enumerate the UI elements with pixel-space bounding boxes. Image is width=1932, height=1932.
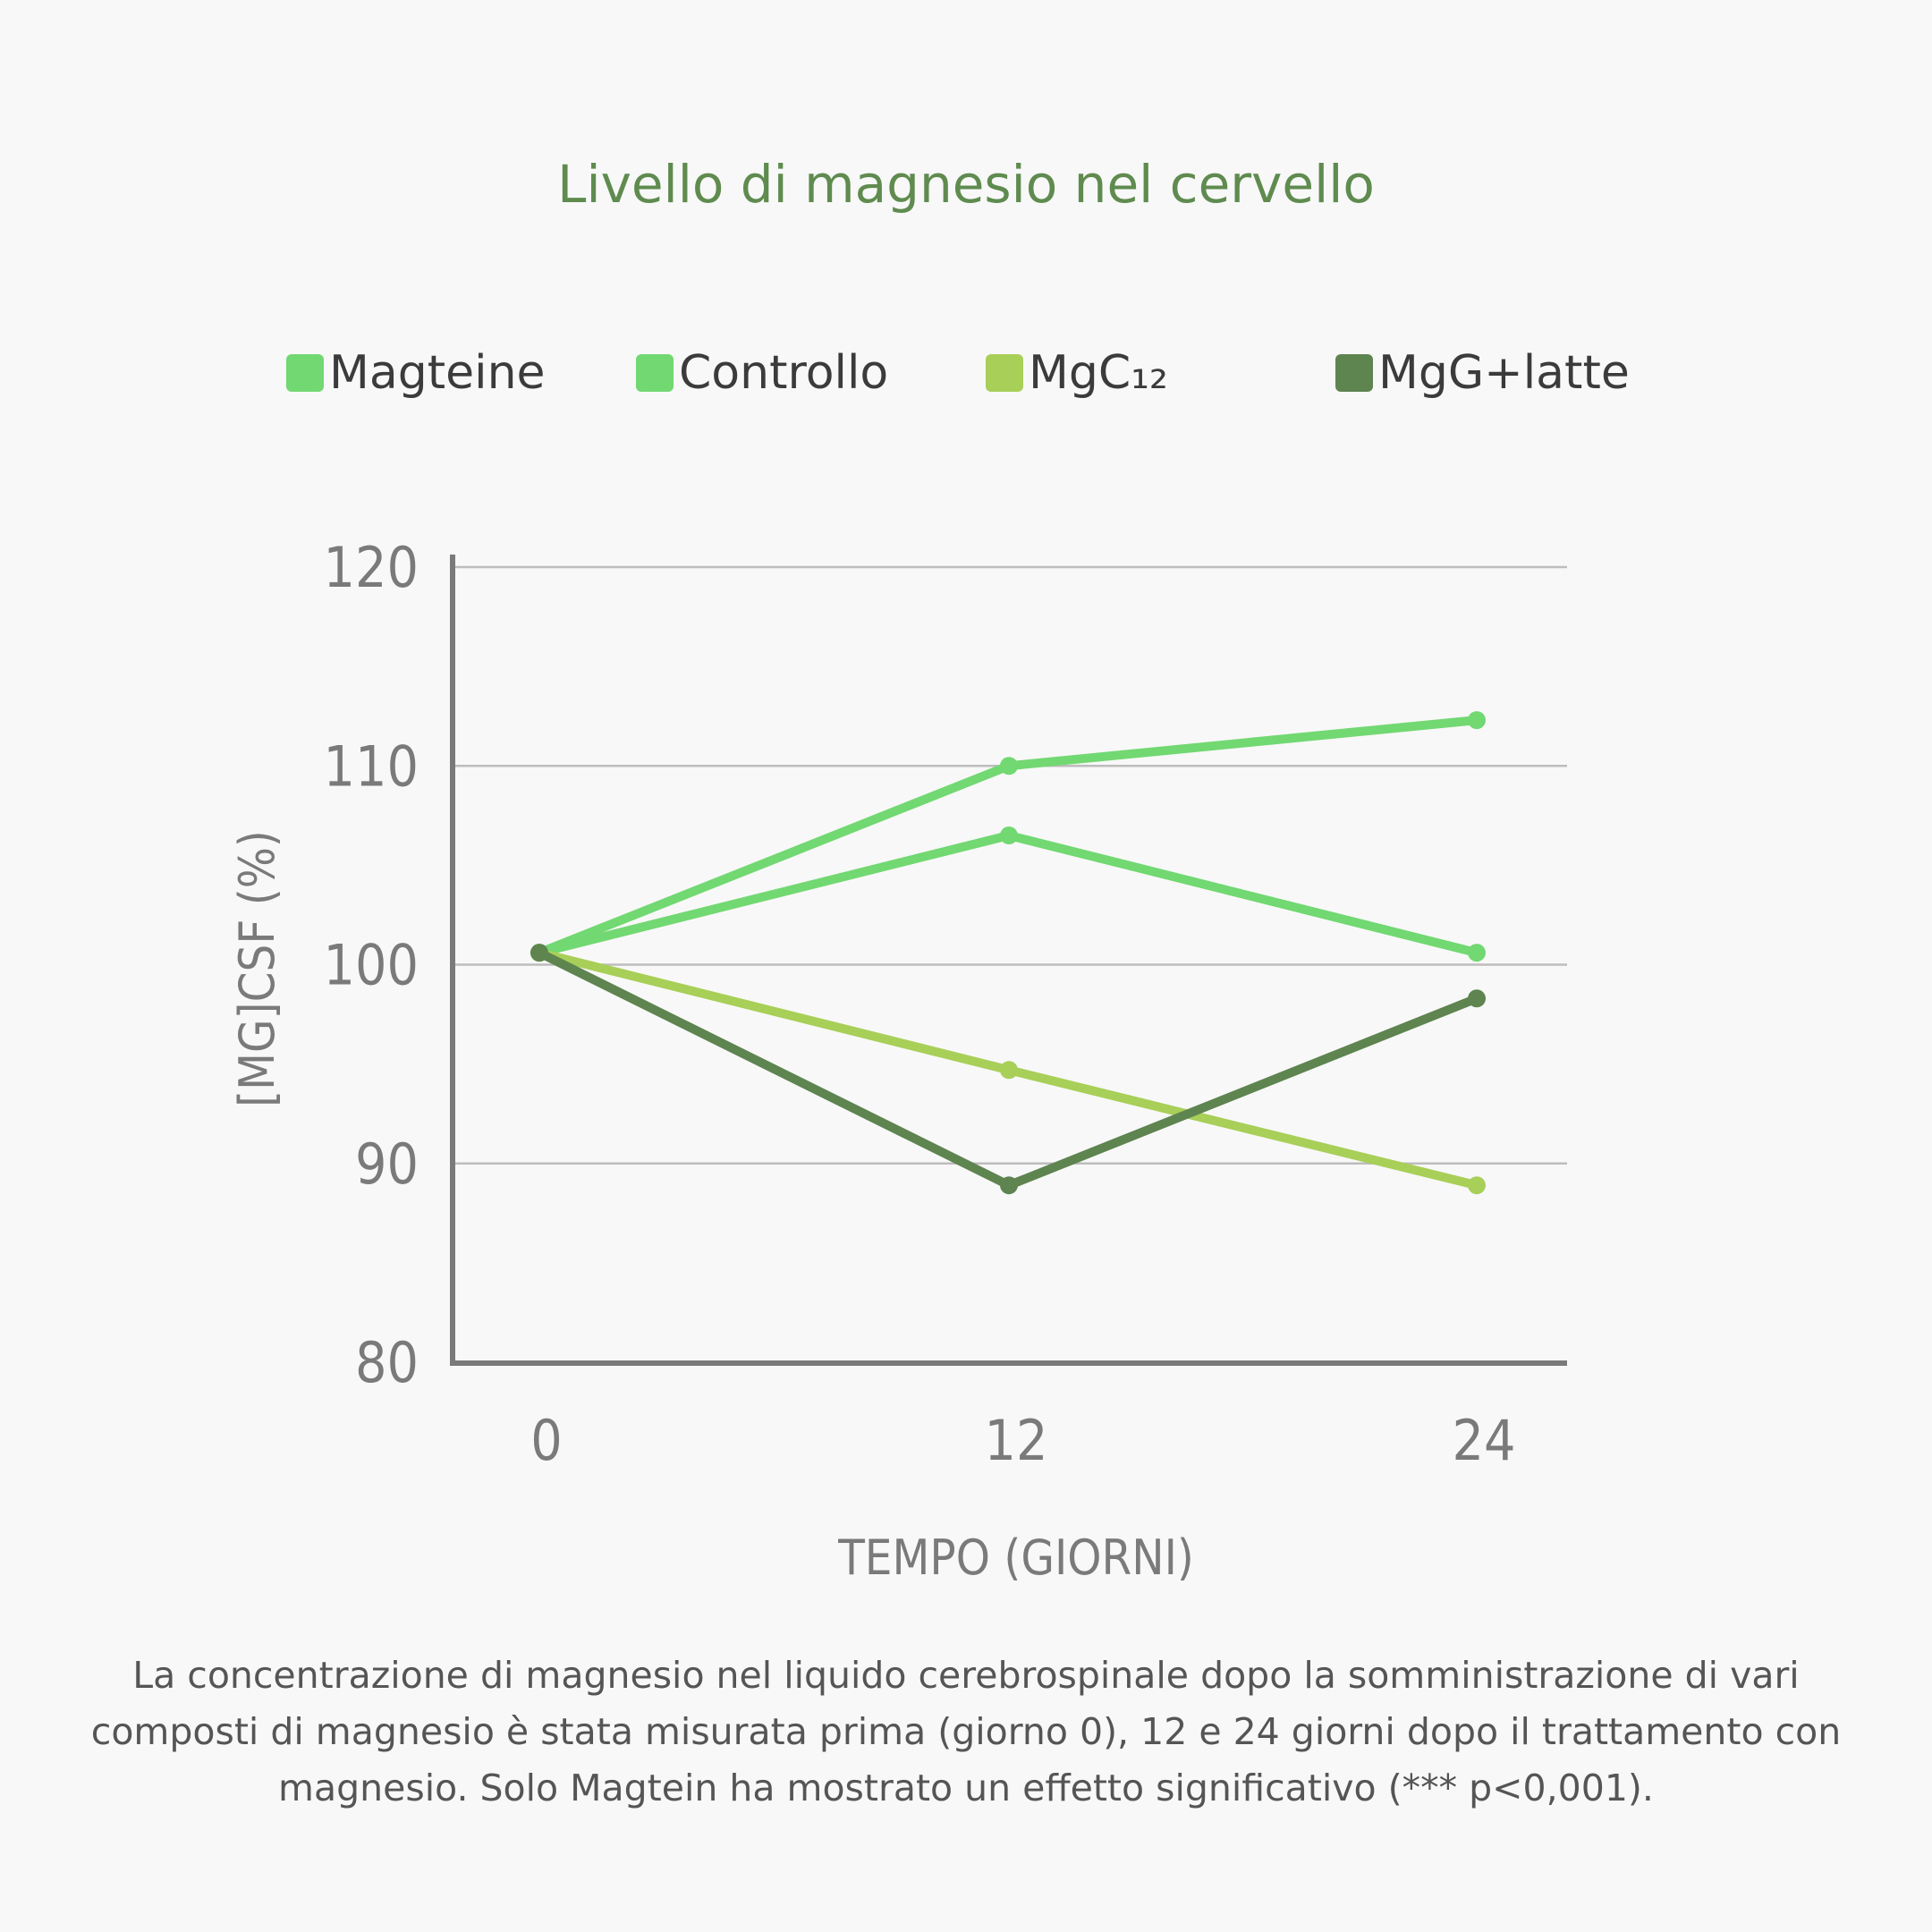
- legend-item-magteine: Magteine: [286, 342, 546, 404]
- y-tick-labels: 80 90 100 110 120: [324, 535, 419, 1395]
- y-tick-label-110: 110: [324, 733, 419, 799]
- legend-swatch-controllo: [636, 354, 674, 392]
- data-point-mgc12-24: [1468, 1176, 1486, 1195]
- data-point-controllo-12: [1000, 826, 1018, 845]
- y-axis-title: [MG]CSF (%): [229, 830, 285, 1107]
- legend-item-mgc12: MgC₁₂: [986, 342, 1168, 404]
- legend: Magteine Controllo MgC₁₂ MgG+latte: [0, 342, 1932, 404]
- legend-label-magteine: Magteine: [329, 346, 546, 400]
- axes: [450, 555, 1567, 1366]
- data-point-mgg-latte-0: [530, 944, 548, 962]
- y-tick-label-80: 80: [355, 1330, 419, 1395]
- legend-label-controllo: Controllo: [679, 346, 889, 400]
- y-tick-label-120: 120: [324, 535, 419, 600]
- x-tick-label-0: 0: [530, 1408, 562, 1473]
- y-tick-label-90: 90: [355, 1131, 419, 1197]
- legend-label-mgc12: MgC₁₂: [1029, 346, 1168, 400]
- series-controllo: [530, 826, 1486, 962]
- legend-swatch-mgc12: [986, 354, 1023, 392]
- legend-item-mgg-latte: MgG+latte: [1335, 342, 1630, 404]
- legend-item-controllo: Controllo: [636, 342, 888, 404]
- line-chart: 80 90 100 110 120 0 12 24 TEMPO (GIORNI) [MG]C…: [229, 535, 1567, 1586]
- x-tick-label-12: 12: [985, 1408, 1048, 1473]
- x-axis-title: TEMPO (GIORNI): [837, 1530, 1194, 1586]
- x-tick-labels: 0 12 24: [530, 1408, 1515, 1473]
- legend-swatch-mgg-latte: [1335, 354, 1373, 392]
- series-mgc12: [530, 944, 1486, 1195]
- data-point-mgg-latte-24: [1468, 989, 1486, 1008]
- data-point-magteine-12: [1000, 757, 1018, 775]
- y-tick-label-100: 100: [324, 933, 419, 998]
- caption: La concentrazione di magnesio nel liquid…: [90, 1654, 1842, 1809]
- data-point-mgc12-12: [1000, 1061, 1018, 1080]
- data-point-controllo-24: [1468, 944, 1486, 962]
- series: [530, 711, 1486, 1195]
- legend-label-mgg-latte: MgG+latte: [1378, 346, 1630, 400]
- series-mgg-latte: [530, 944, 1486, 1195]
- data-point-magteine-24: [1468, 711, 1486, 730]
- legend-swatch-magteine: [286, 354, 324, 392]
- chart-title: Livello di magnesio nel cervello: [557, 154, 1375, 215]
- x-tick-label-24: 24: [1453, 1408, 1516, 1473]
- data-point-mgg-latte-12: [1000, 1176, 1018, 1195]
